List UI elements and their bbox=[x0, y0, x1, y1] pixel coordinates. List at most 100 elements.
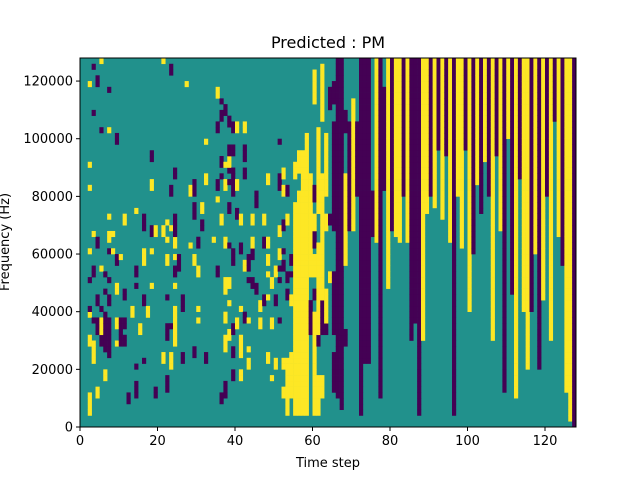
heatmap-cell bbox=[475, 58, 480, 65]
heatmap-cell bbox=[490, 75, 495, 82]
heatmap-cell bbox=[386, 115, 391, 122]
heatmap-cell bbox=[347, 138, 352, 145]
heatmap-cell bbox=[529, 138, 534, 145]
heatmap-cell bbox=[486, 167, 492, 174]
heatmap-cell bbox=[413, 317, 418, 324]
heatmap-cell bbox=[444, 138, 449, 145]
heatmap-cell bbox=[366, 207, 371, 214]
heatmap-cell bbox=[308, 173, 313, 180]
heatmap-cell bbox=[304, 271, 309, 278]
heatmap-cell bbox=[514, 288, 519, 295]
heatmap-cell bbox=[397, 92, 402, 99]
heatmap-cell bbox=[548, 58, 554, 65]
heatmap-cell bbox=[393, 69, 399, 76]
heatmap-cell bbox=[409, 334, 414, 341]
heatmap-cell bbox=[525, 207, 530, 214]
heatmap-cell bbox=[397, 132, 402, 140]
heatmap-cell bbox=[196, 265, 201, 272]
heatmap-cell bbox=[362, 156, 368, 163]
heatmap-cell bbox=[413, 69, 418, 76]
heatmap-cell bbox=[293, 294, 298, 301]
heatmap-cell bbox=[339, 161, 344, 168]
heatmap-cell bbox=[390, 75, 395, 82]
heatmap-cell bbox=[514, 58, 519, 65]
heatmap-cell bbox=[359, 92, 364, 99]
heatmap-cell bbox=[471, 132, 476, 140]
heatmap-cell bbox=[312, 334, 317, 341]
heatmap-cell bbox=[548, 179, 554, 186]
heatmap-cell bbox=[324, 311, 329, 318]
heatmap-cell bbox=[525, 248, 530, 255]
heatmap-cell bbox=[250, 242, 255, 249]
heatmap-cell bbox=[359, 184, 364, 191]
heatmap-cell bbox=[378, 150, 383, 157]
heatmap-cell bbox=[335, 380, 340, 387]
heatmap-cell bbox=[300, 236, 306, 243]
heatmap-cell bbox=[514, 138, 519, 145]
heatmap-cell bbox=[533, 75, 538, 82]
heatmap-cell bbox=[444, 144, 449, 151]
heatmap-cell bbox=[223, 380, 228, 387]
heatmap-cell bbox=[359, 409, 364, 416]
heatmap-cell bbox=[525, 271, 530, 278]
heatmap-cell bbox=[537, 305, 542, 312]
heatmap-cell bbox=[564, 109, 569, 116]
heatmap-cell bbox=[231, 179, 236, 186]
heatmap-cell bbox=[525, 317, 530, 324]
heatmap-cell bbox=[289, 352, 294, 359]
heatmap-cell bbox=[498, 144, 503, 151]
heatmap-cell bbox=[533, 202, 538, 209]
heatmap-cell bbox=[312, 225, 317, 232]
heatmap-cell bbox=[452, 184, 457, 191]
heatmap-cell bbox=[300, 265, 306, 272]
heatmap-cell bbox=[366, 254, 371, 261]
heatmap-cell bbox=[390, 121, 395, 128]
heatmap-cell bbox=[568, 173, 573, 180]
heatmap-cell bbox=[517, 86, 523, 93]
heatmap-cell bbox=[390, 161, 395, 168]
heatmap-cell bbox=[428, 75, 433, 82]
heatmap-cell bbox=[483, 109, 488, 116]
heatmap-cell bbox=[521, 58, 526, 65]
heatmap-cell bbox=[192, 346, 197, 353]
heatmap-cell bbox=[335, 317, 340, 324]
heatmap-cell bbox=[304, 409, 309, 416]
heatmap-cell bbox=[331, 81, 337, 88]
heatmap-cell bbox=[297, 305, 302, 312]
heatmap-cell bbox=[374, 92, 379, 99]
heatmap-cell bbox=[378, 294, 383, 301]
heatmap-cell bbox=[572, 104, 577, 111]
heatmap-cell bbox=[475, 167, 480, 174]
heatmap-cell bbox=[331, 311, 337, 318]
heatmap-cell bbox=[502, 311, 507, 318]
heatmap-cell bbox=[165, 328, 170, 336]
heatmap-cell bbox=[417, 323, 422, 330]
heatmap-cell bbox=[432, 92, 437, 99]
heatmap-cell bbox=[320, 86, 325, 93]
heatmap-cell bbox=[417, 392, 422, 399]
heatmap-cell bbox=[564, 248, 569, 255]
heatmap-cell bbox=[548, 127, 554, 134]
heatmap-cell bbox=[293, 311, 298, 318]
heatmap-cell bbox=[421, 104, 426, 111]
heatmap-cell bbox=[556, 144, 561, 151]
heatmap-cell bbox=[320, 173, 325, 180]
heatmap-cell bbox=[521, 167, 526, 174]
heatmap-cell bbox=[149, 230, 154, 238]
heatmap-cell bbox=[529, 184, 534, 191]
heatmap-cell bbox=[459, 92, 464, 99]
heatmap-cell bbox=[339, 202, 344, 209]
heatmap-cell bbox=[490, 323, 495, 330]
heatmap-cell bbox=[432, 75, 437, 82]
heatmap-cell bbox=[541, 294, 546, 301]
heatmap-cell bbox=[568, 403, 573, 411]
heatmap-cell bbox=[343, 219, 348, 226]
heatmap-cell bbox=[564, 300, 569, 307]
heatmap-cell bbox=[510, 69, 515, 76]
heatmap-cell bbox=[545, 132, 550, 140]
heatmap-cell bbox=[448, 202, 453, 209]
heatmap-cell bbox=[176, 259, 182, 266]
heatmap-cell bbox=[308, 213, 313, 220]
heatmap-cell bbox=[289, 271, 294, 278]
